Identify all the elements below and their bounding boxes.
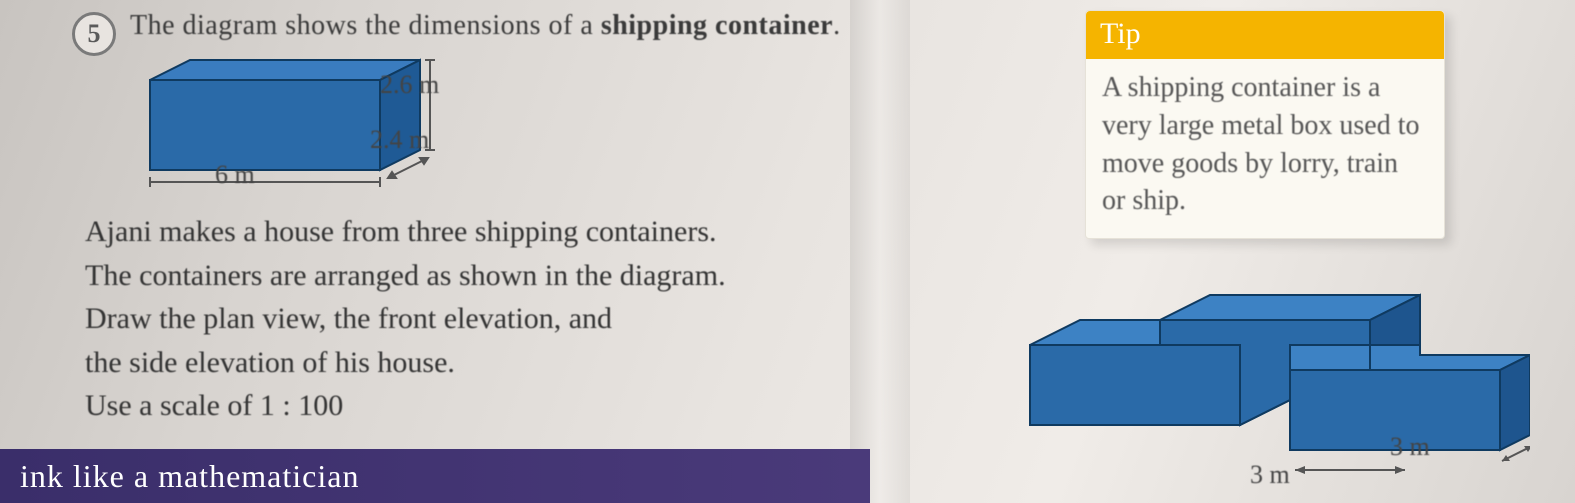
intro-suffix: . [833, 10, 841, 41]
house-diagram [1010, 285, 1530, 485]
question-body: Ajani makes a house from three shipping … [85, 210, 865, 428]
footer-text: ink like a mathematician [20, 458, 359, 495]
body-line-3: Draw the plan view, the front elevation,… [85, 297, 865, 341]
intro-bold: shipping container [601, 10, 833, 41]
question-number: 5 [88, 19, 101, 49]
body-line-5: Use a scale of 1 : 100 [85, 384, 865, 428]
intro-line: The diagram shows the dimensions of a sh… [130, 10, 841, 42]
house-offset-back-label: 3 m [1390, 432, 1430, 462]
house-offset-front-label: 3 m [1250, 460, 1290, 490]
question-number-badge: 5 [72, 12, 116, 56]
body-line-1: Ajani makes a house from three shipping … [85, 210, 865, 254]
intro-prefix: The diagram shows the dimensions of a [130, 10, 601, 41]
tip-body: A shipping container is a very large met… [1086, 59, 1444, 238]
container-width-label: 6 m [215, 160, 255, 190]
tip-callout: Tip A shipping container is a very large… [1085, 10, 1445, 239]
container-height-label: 2.6 m [380, 70, 439, 100]
body-line-2: The containers are arranged as shown in … [85, 254, 865, 298]
body-line-4: the side elevation of his house. [85, 341, 865, 385]
container-depth-label: 2.4 m [370, 125, 429, 155]
tip-heading: Tip [1086, 11, 1444, 59]
footer-band: ink like a mathematician [0, 449, 870, 503]
